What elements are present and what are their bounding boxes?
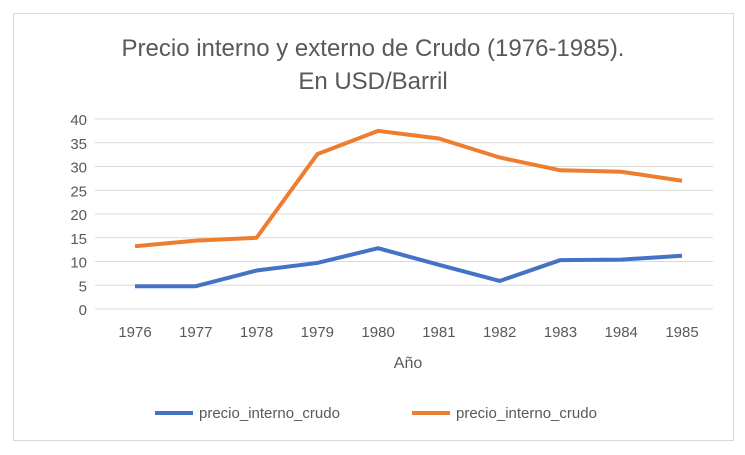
y-tick-label: 0 [79,302,87,319]
legend-label: precio_interno_crudo [456,405,597,422]
legend-item-2: precio_interno_crudo [412,405,597,422]
y-tick-label: 10 [70,255,87,272]
chart-border [13,13,734,441]
x-tick-label: 1983 [544,324,577,341]
x-tick-label: 1976 [118,324,151,341]
y-tick-label: 35 [70,136,87,153]
series-line-1 [135,246,683,289]
y-tick-label: 15 [70,231,87,248]
x-tick-label: 1982 [483,324,516,341]
x-tick-label: 1980 [361,324,394,341]
x-axis-label: Año [394,355,423,372]
x-tick-label: 1978 [240,324,273,341]
y-tick-label: 40 [70,112,87,129]
y-tick-label: 25 [70,183,87,200]
x-tick-label: 1985 [665,324,698,341]
legend-label: precio_interno_crudo [199,405,340,422]
y-tick-label: 30 [70,160,87,177]
legend-item-1: precio_interno_crudo [155,405,340,422]
series-line-2 [134,128,683,249]
x-tick-label: 1977 [179,324,212,341]
x-tick-label: 1979 [301,324,334,341]
y-tick-label: 20 [70,207,87,224]
x-tick-label: 1981 [422,324,455,341]
x-tick-label: 1984 [605,324,638,341]
chart-title-line2: En USD/Barril [298,68,447,95]
chart-title-line1: Precio interno y externo de Crudo (1976-… [122,35,625,62]
y-tick-label: 5 [79,278,87,295]
